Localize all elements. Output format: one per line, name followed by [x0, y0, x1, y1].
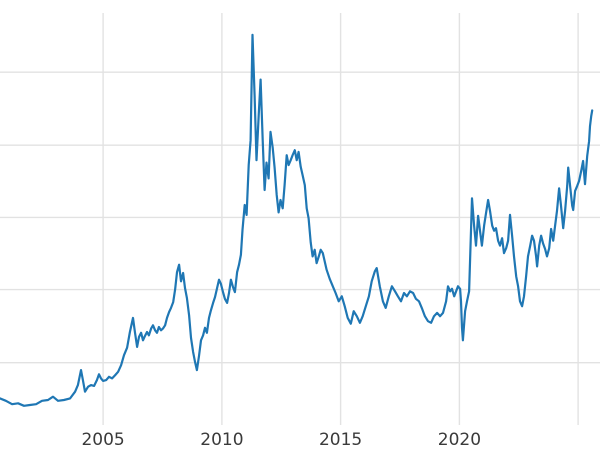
x-axis-tick-label: 2010 [200, 430, 243, 450]
gridlines [0, 13, 600, 425]
x-axis-tick-label: 2005 [81, 430, 124, 450]
x-axis-tick-label: 2020 [438, 430, 481, 450]
x-axis-tick-labels: 2005 2010 2015 2020 [81, 430, 481, 450]
x-axis-tick-label: 2015 [319, 430, 362, 450]
price-line-series [0, 33, 594, 407]
series-layer [0, 33, 594, 407]
